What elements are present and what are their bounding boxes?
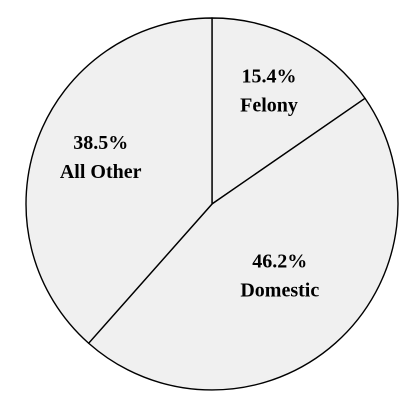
slice-label-felony: 15.4% Felony (240, 65, 298, 116)
pie-labels: 15.4% Felony 46.2% Domestic 38.5% All Other (60, 65, 319, 301)
pie-slice-domestic (87, 97, 399, 391)
slice-category: Felony (240, 94, 298, 116)
slice-category: All Other (60, 161, 142, 183)
pie-slices (25, 17, 399, 391)
pie-slice-all-other (25, 17, 213, 344)
pie-slice-felony (211, 17, 366, 205)
slice-label-all-other: 38.5% All Other (60, 132, 142, 183)
slice-percent: 15.4% (242, 65, 297, 87)
slice-category: Domestic (240, 280, 319, 302)
slice-label-domestic: 46.2% Domestic (240, 251, 319, 302)
slice-percent: 38.5% (73, 132, 128, 154)
slice-percent: 46.2% (252, 251, 307, 273)
